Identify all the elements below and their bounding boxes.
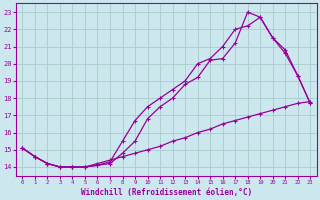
X-axis label: Windchill (Refroidissement éolien,°C): Windchill (Refroidissement éolien,°C)	[81, 188, 252, 197]
